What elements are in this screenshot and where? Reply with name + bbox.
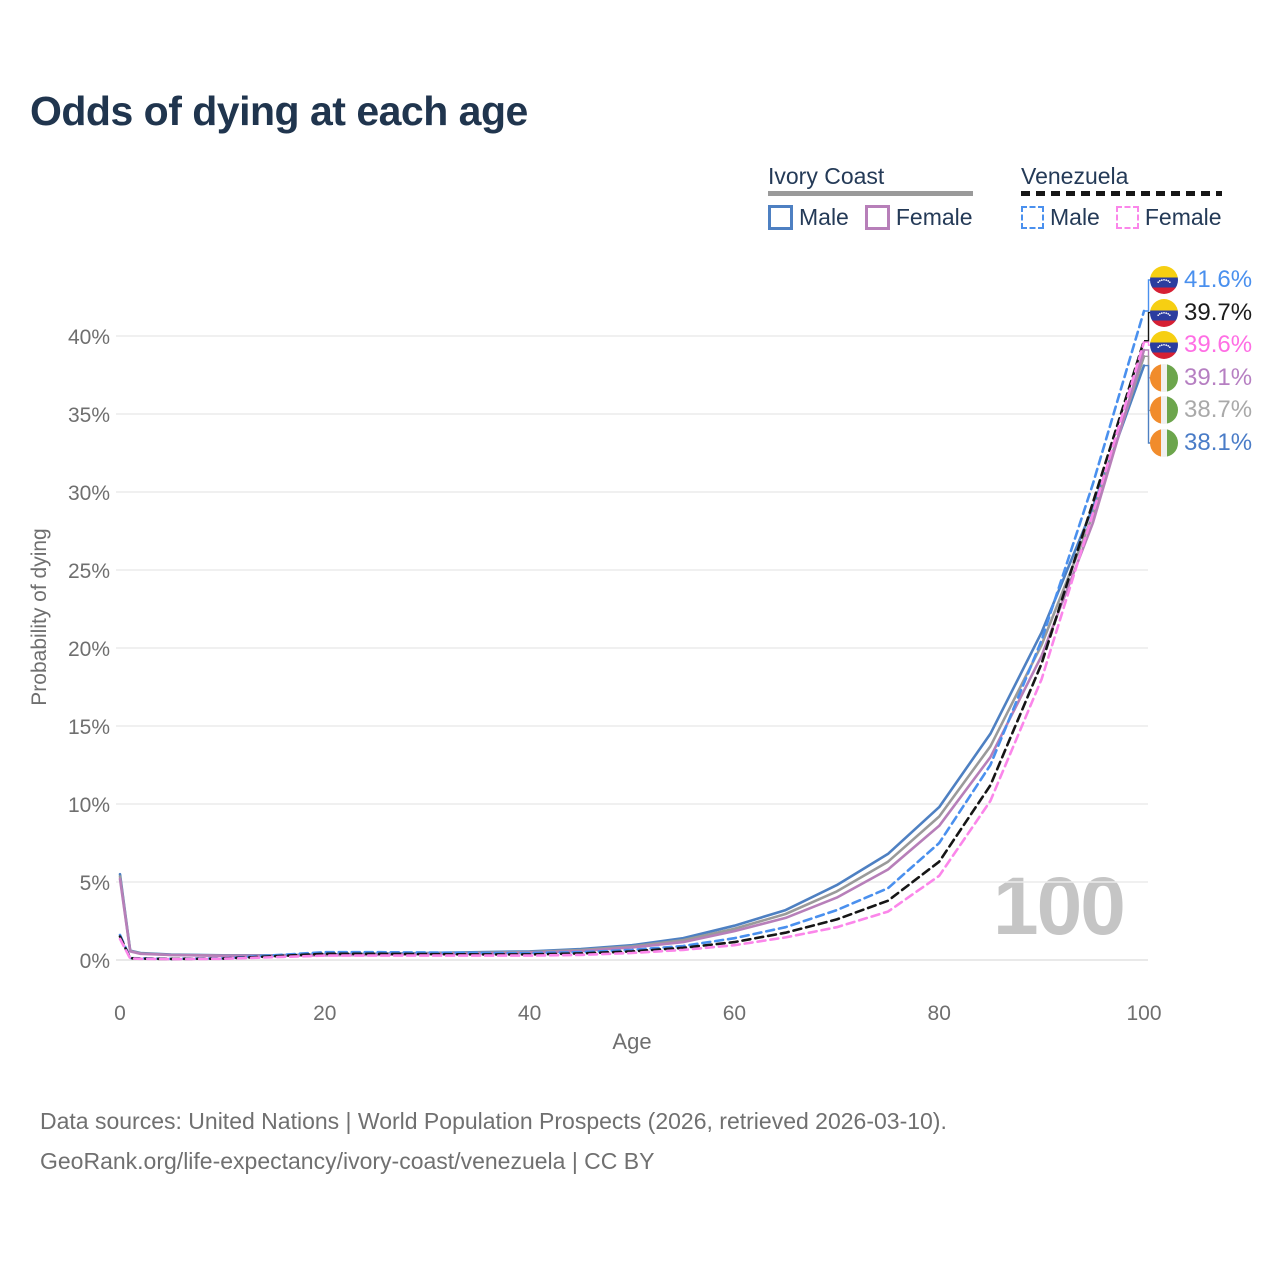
y-tick-label: 25% [68, 560, 110, 583]
series-line-venezuela-female[interactable] [118, 340, 1146, 961]
ivory-coast-total-line-swatch [768, 191, 973, 196]
x-axis-title: Age [612, 1029, 651, 1054]
end-label-ivory-coast-total: 38.7% [1150, 396, 1252, 424]
legend-group-venezuela: Venezuela Male Female [1021, 163, 1222, 231]
series-line-ivory-coast-male[interactable] [118, 364, 1146, 957]
end-label-venezuela-total: 39.7% [1150, 299, 1252, 327]
x-tick-label: 20 [313, 1002, 336, 1025]
end-label-venezuela-male: 41.6% [1150, 266, 1252, 294]
ivory-coast-flag-icon [1150, 429, 1178, 457]
venezuela-male-swatch [1021, 206, 1044, 229]
end-label-venezuela-female: 39.6% [1150, 331, 1252, 359]
page-title: Odds of dying at each age [30, 88, 528, 134]
legend-item-ivory-coast-male[interactable]: Male [768, 204, 849, 231]
x-tick-label: 80 [928, 1002, 951, 1025]
end-value: 38.7% [1184, 396, 1253, 423]
ivory-coast-flag-icon [1150, 396, 1178, 424]
y-axis-title: Probability of dying [28, 528, 51, 705]
legend-item-ivory-coast-female[interactable]: Female [864, 204, 973, 231]
legend-item-venezuela-male[interactable]: Male [1021, 204, 1100, 231]
legend-item-venezuela-female[interactable]: Female [1115, 204, 1222, 231]
legend-header-venezuela: Venezuela [1021, 163, 1129, 189]
end-value: 41.6% [1184, 266, 1253, 293]
x-tick-label: 40 [518, 1002, 541, 1025]
series-line-ivory-coast-female[interactable] [118, 348, 1146, 958]
ivory-coast-flag-icon [1150, 364, 1178, 392]
y-tick-label: 40% [68, 326, 110, 349]
series-line-ivory-coast-total[interactable] [118, 355, 1146, 957]
ivory-coast-female-swatch [864, 205, 890, 230]
venezuela-flag-icon [1150, 266, 1178, 294]
series-line-venezuela-male[interactable] [118, 309, 1146, 961]
data-sources-text: Data sources: United Nations | World Pop… [40, 1108, 947, 1134]
y-tick-label: 5% [80, 872, 110, 895]
end-label-ivory-coast-male: 38.1% [1150, 429, 1252, 457]
end-label-connector [1144, 311, 1151, 342]
venezuela-total-line-swatch [1021, 191, 1222, 196]
end-label-connector [1144, 341, 1151, 346]
end-label-connector [1144, 279, 1151, 312]
venezuela-flag-icon [1150, 331, 1178, 359]
end-label-ivory-coast-female: 39.1% [1150, 364, 1252, 392]
y-tick-label: 35% [68, 404, 110, 427]
venezuela-flag-icon [1150, 299, 1178, 327]
y-tick-label: 10% [68, 794, 110, 817]
y-tick-label: 15% [68, 716, 110, 739]
y-tick-label: 0% [80, 950, 110, 973]
end-value: 38.1% [1184, 429, 1253, 456]
end-value: 39.1% [1184, 364, 1253, 391]
legend-label: Female [895, 204, 973, 230]
ivory-coast-male-swatch [768, 205, 793, 230]
x-tick-label: 60 [723, 1002, 746, 1025]
series-line-venezuela-total[interactable] [118, 339, 1146, 961]
end-label-connector [1144, 364, 1151, 444]
legend-label: Male [799, 204, 849, 230]
legend-label: Male [1050, 204, 1100, 230]
age-watermark: 100 [993, 861, 1126, 952]
x-tick-label: 0 [114, 1002, 126, 1025]
legend-label: Female [1144, 204, 1222, 230]
y-tick-label: 20% [68, 638, 110, 661]
attribution-text: GeoRank.org/life-expectancy/ivory-coast/… [40, 1148, 655, 1174]
venezuela-female-swatch [1115, 206, 1139, 229]
y-tick-label: 30% [68, 482, 110, 505]
legend-group-ivory-coast: Ivory Coast Male Female [768, 163, 973, 231]
x-tick-label: 100 [1126, 1002, 1161, 1025]
legend-header-ivory-coast: Ivory Coast [768, 163, 885, 189]
end-value: 39.7% [1184, 299, 1253, 326]
end-value: 39.6% [1184, 331, 1253, 358]
